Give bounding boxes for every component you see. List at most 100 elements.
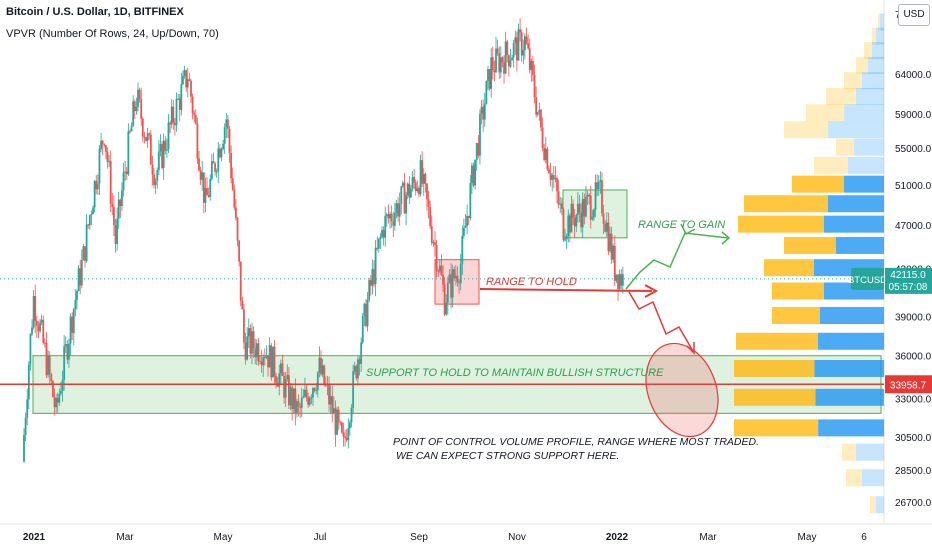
- candle-body: [578, 203, 581, 213]
- candle-body: [347, 428, 350, 441]
- candle-body: [337, 409, 340, 422]
- candle-body: [226, 119, 229, 129]
- candle-body: [281, 363, 284, 376]
- candle-body: [430, 226, 433, 243]
- currency-button[interactable]: USD: [898, 4, 930, 26]
- candle-body: [137, 89, 139, 107]
- volume-profile-down-bar: [734, 419, 819, 437]
- candle-body: [117, 199, 120, 219]
- volume-profile-up-bar: [828, 195, 884, 213]
- candle-body: [267, 355, 269, 368]
- candle-body: [419, 160, 422, 195]
- candle-body: [392, 221, 395, 226]
- candle-body: [231, 178, 234, 190]
- candle-body: [23, 434, 25, 462]
- candle-body: [450, 274, 452, 298]
- candle-body: [339, 421, 342, 423]
- hold-arrow-line[interactable]: [479, 288, 653, 292]
- candle-body: [165, 149, 168, 151]
- candle-body: [300, 397, 303, 408]
- volume-profile-down-bar: [836, 138, 854, 156]
- candle-body: [454, 275, 457, 279]
- candle-body: [385, 214, 388, 216]
- candle-body: [233, 189, 236, 208]
- candle-body: [463, 227, 465, 236]
- volume-profile-down-bar: [844, 72, 862, 90]
- candle-body: [146, 133, 149, 141]
- candle-body: [246, 336, 249, 360]
- candle-body: [66, 344, 69, 360]
- candle-body: [145, 137, 147, 141]
- candle-body: [506, 41, 509, 56]
- candle-body: [74, 299, 77, 310]
- candle-body: [381, 229, 383, 237]
- candle-body: [80, 259, 83, 286]
- candle-body: [562, 208, 565, 240]
- candle-body: [493, 70, 496, 73]
- candle-body: [178, 98, 181, 110]
- candle-body: [525, 36, 528, 44]
- x-tick-label: Mar: [116, 532, 134, 543]
- candle-body: [487, 69, 489, 81]
- candle-body: [429, 207, 432, 227]
- candle-body: [217, 148, 220, 172]
- candle-body: [593, 209, 595, 218]
- candle-body: [499, 57, 502, 73]
- candle-body: [533, 74, 536, 98]
- drop-zigzag[interactable]: [628, 291, 695, 354]
- indicator-label[interactable]: VPVR (Number Of Rows, 24, Up/Down, 70): [6, 28, 219, 40]
- candle-body: [304, 389, 306, 397]
- candle-body: [109, 161, 112, 204]
- candle-body: [398, 204, 401, 217]
- candle-body: [495, 48, 497, 73]
- candle-body: [204, 188, 207, 203]
- candle-body: [307, 397, 310, 405]
- poc-ellipse[interactable]: [634, 333, 731, 446]
- candle-body: [368, 280, 371, 300]
- poc-note-line1: POINT OF CONTROL VOLUME PROFILE, RANGE W…: [393, 436, 759, 448]
- candle-body: [37, 326, 40, 332]
- candle-body: [453, 269, 456, 279]
- symbol-badge[interactable]: [851, 267, 884, 290]
- candle-body: [601, 180, 603, 214]
- candle-body: [514, 37, 517, 44]
- volume-profile-up-bar: [844, 104, 884, 122]
- candle-body: [358, 359, 361, 364]
- line-price-text: 33958.7: [890, 380, 927, 391]
- candle-body: [443, 284, 446, 315]
- volume-profile-up-bar: [862, 72, 884, 90]
- x-tick-label: Jul: [314, 532, 327, 543]
- candle-body: [559, 203, 562, 205]
- candle-body: [517, 29, 520, 61]
- candle-body: [328, 384, 330, 405]
- candle-body: [27, 364, 30, 400]
- candle-body: [209, 178, 212, 197]
- candle-body: [384, 215, 387, 238]
- candle-body: [524, 36, 526, 51]
- candle-body: [410, 188, 412, 198]
- range-to-hold-label: RANGE TO HOLD: [486, 276, 577, 288]
- candle-body: [560, 203, 563, 209]
- candle-body: [185, 70, 188, 88]
- volume-profile-up-bar: [818, 419, 884, 437]
- volume-profile-down-bar: [734, 359, 815, 377]
- candle-body: [390, 213, 393, 222]
- candle-body: [239, 261, 242, 301]
- gain-zigzag[interactable]: [625, 232, 729, 290]
- volume-profile-up-bar: [876, 27, 884, 45]
- candle-body: [243, 309, 245, 343]
- candle-body: [617, 274, 619, 289]
- candle-body: [100, 140, 102, 150]
- gain-arrow-head-1: [680, 223, 696, 236]
- candle-body: [401, 182, 404, 187]
- candle-body: [427, 199, 430, 208]
- candle-body: [77, 268, 80, 291]
- volume-profile-down-bar: [772, 306, 820, 324]
- candle-body: [363, 303, 366, 316]
- candle-body: [132, 101, 135, 127]
- candle-body: [121, 190, 123, 207]
- volume-profile-down-bar: [872, 27, 876, 45]
- candle-body: [387, 214, 390, 219]
- candle-body: [532, 60, 534, 75]
